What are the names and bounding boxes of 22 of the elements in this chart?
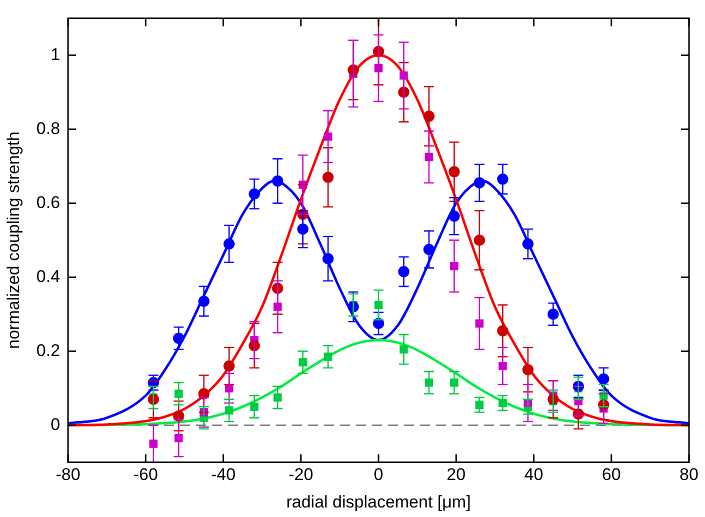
x-tick-label: 40 — [524, 465, 544, 484]
x-tick-label: -60 — [133, 465, 158, 484]
y-tick-label: 0.6 — [36, 192, 60, 212]
point — [522, 364, 534, 376]
y-tick-label: 0.8 — [36, 118, 60, 138]
y-tick-label: 0.4 — [36, 266, 60, 286]
point — [474, 177, 486, 188]
x-tick-label: 60 — [602, 465, 621, 484]
point — [423, 110, 435, 122]
point — [474, 234, 486, 246]
x-tick-label: -20 — [288, 465, 314, 484]
point — [322, 172, 334, 183]
y-axis-title: normalized coupling strength — [4, 132, 23, 349]
y-tick-label: 0 — [50, 414, 60, 434]
y-tick-label: 0.2 — [36, 340, 60, 360]
x-tick-label: 0 — [374, 465, 384, 484]
x-tick-label: -80 — [56, 465, 80, 484]
x-tick-label: -40 — [210, 465, 236, 484]
x-tick-label: 80 — [680, 465, 698, 484]
y-tick-label: 1 — [50, 44, 60, 64]
x-axis-title: radial displacement [μm] — [286, 492, 471, 512]
x-tick-label: 20 — [446, 465, 466, 484]
